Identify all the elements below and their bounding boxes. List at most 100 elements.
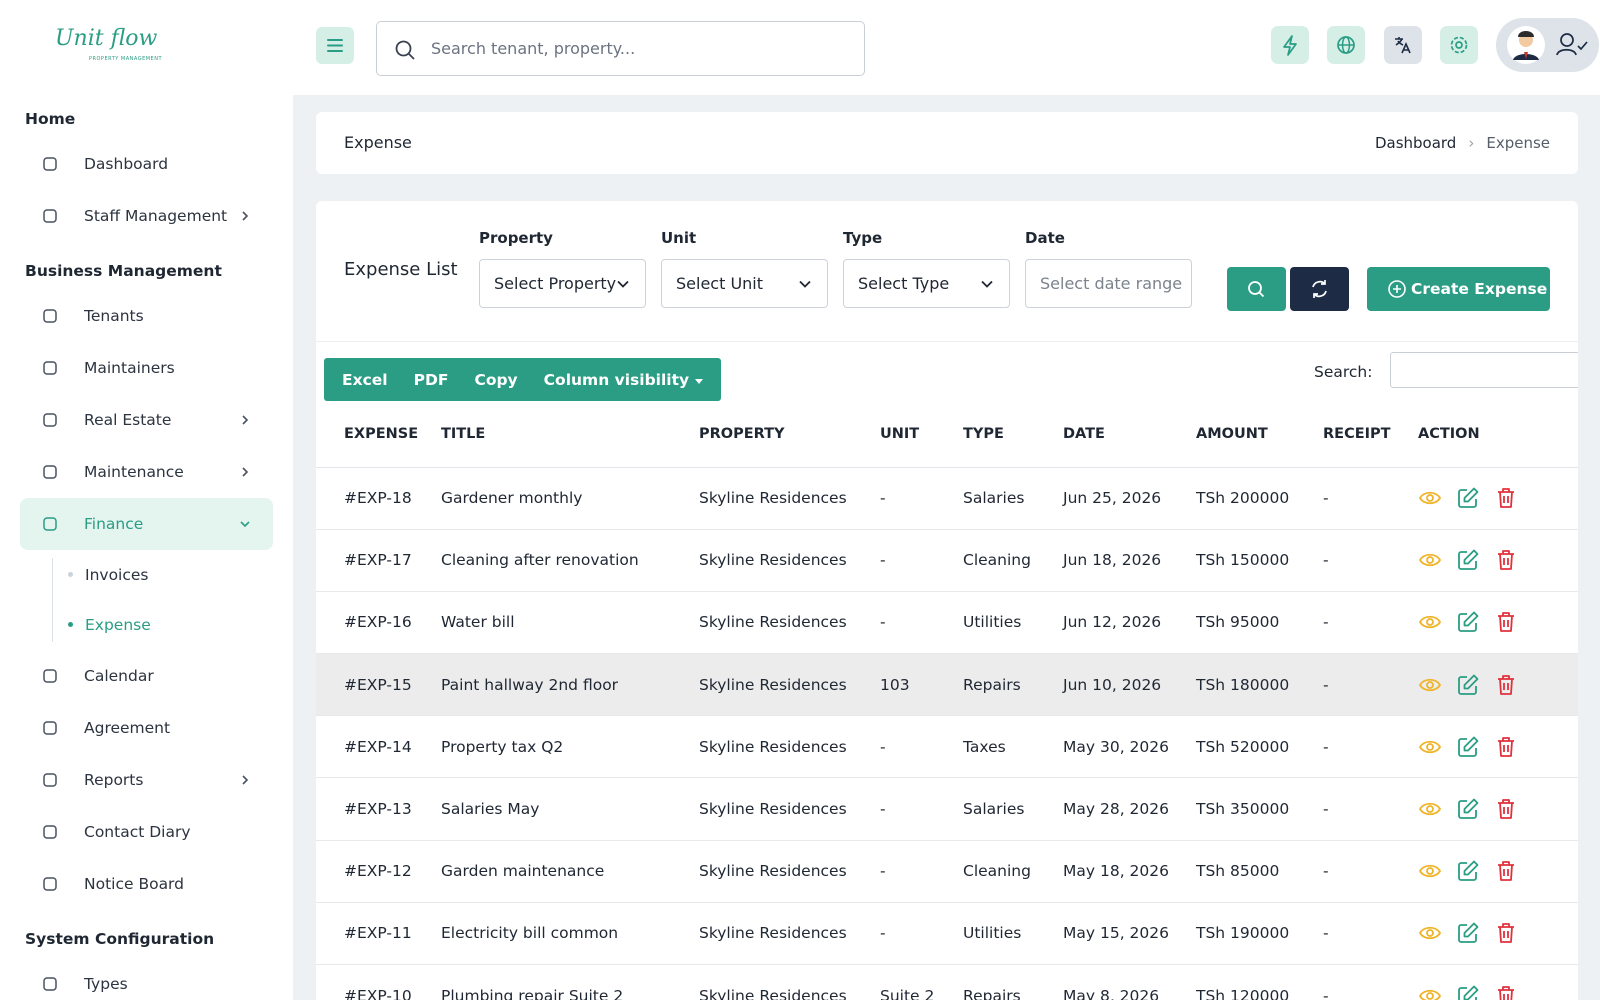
- nav-item-label: Real Estate: [84, 411, 172, 429]
- edit-icon[interactable]: [1456, 797, 1480, 821]
- nav-item[interactable]: Types: [20, 958, 273, 1000]
- view-icon[interactable]: [1418, 921, 1442, 945]
- view-icon[interactable]: [1418, 797, 1442, 821]
- column-header: RECEIPT: [1323, 401, 1418, 468]
- menu-toggle[interactable]: [316, 27, 354, 64]
- view-icon[interactable]: [1418, 735, 1442, 759]
- view-icon[interactable]: [1418, 673, 1442, 697]
- table-cell: Cleaning after renovation: [441, 529, 699, 592]
- row-actions: [1418, 467, 1578, 530]
- filter-select[interactable]: Select Unit: [661, 259, 828, 308]
- filter-select[interactable]: Select Type: [843, 259, 1010, 308]
- export-button[interactable]: PDF: [401, 371, 462, 389]
- delete-icon[interactable]: [1494, 673, 1518, 697]
- nav-item[interactable]: Calendar: [20, 650, 273, 702]
- filter-field: Date Select date range: [1025, 229, 1192, 308]
- table-cell: TSh 150000: [1196, 529, 1323, 592]
- table-cell: Salaries May: [441, 777, 699, 841]
- delete-icon[interactable]: [1494, 984, 1518, 1000]
- translate-button[interactable]: [1384, 26, 1422, 64]
- global-search[interactable]: Search tenant, property...: [376, 21, 865, 76]
- edit-icon[interactable]: [1456, 673, 1480, 697]
- nav-subitem[interactable]: Expense: [68, 600, 293, 650]
- nav-item[interactable]: Staff Management: [20, 190, 273, 242]
- table-cell: Taxes: [963, 715, 1063, 779]
- nav-item[interactable]: Finance: [20, 498, 273, 550]
- delete-icon[interactable]: [1494, 859, 1518, 883]
- nav-item-label: Maintainers: [84, 359, 175, 377]
- table-cell: Skyline Residences: [699, 777, 880, 841]
- edit-icon[interactable]: [1456, 859, 1480, 883]
- edit-icon[interactable]: [1456, 984, 1480, 1000]
- nav: Home Dashboard Staff Management Business Ma…: [0, 90, 293, 1000]
- view-icon[interactable]: [1418, 548, 1442, 572]
- nav-item[interactable]: Agreement: [20, 702, 273, 754]
- language-button[interactable]: [1327, 26, 1365, 64]
- nav-subitem-label: Invoices: [85, 566, 149, 584]
- delete-icon[interactable]: [1494, 921, 1518, 945]
- delete-icon[interactable]: [1494, 548, 1518, 572]
- filter-select[interactable]: Select Property: [479, 259, 646, 308]
- edit-icon[interactable]: [1456, 486, 1480, 510]
- table-cell: #EXP-12: [316, 840, 441, 903]
- nav-subitem[interactable]: Invoices: [68, 550, 293, 600]
- view-icon[interactable]: [1418, 610, 1442, 634]
- user-menu[interactable]: [1496, 18, 1599, 72]
- table-cell: Paint hallway 2nd floor: [441, 653, 699, 717]
- search-button[interactable]: [1227, 267, 1286, 311]
- filter-placeholder: Select Property: [494, 274, 617, 293]
- nav-item[interactable]: Reports: [20, 754, 273, 806]
- quick-action-button[interactable]: [1271, 26, 1309, 64]
- row-actions: [1418, 591, 1578, 655]
- table-cell: -: [1323, 653, 1418, 717]
- table-row: #EXP-11 Electricity bill common Skyline Re…: [316, 902, 1578, 966]
- nav-item-label: Staff Management: [84, 207, 228, 225]
- delete-icon[interactable]: [1494, 486, 1518, 510]
- breadcrumb-link[interactable]: Dashboard: [1374, 134, 1457, 152]
- export-button[interactable]: Copy: [461, 371, 530, 389]
- row-actions: [1418, 777, 1578, 841]
- table-cell: #EXP-10: [316, 964, 441, 1000]
- edit-icon[interactable]: [1456, 610, 1480, 634]
- create-expense-button[interactable]: Create Expense: [1367, 267, 1550, 311]
- table-cell: May 15, 2026: [1063, 902, 1196, 966]
- delete-icon[interactable]: [1494, 610, 1518, 634]
- nav-item[interactable]: Notice Board: [20, 858, 273, 910]
- nav-item[interactable]: Contact Diary: [20, 806, 273, 858]
- table-cell: TSh 120000: [1196, 964, 1323, 1000]
- nav-item[interactable]: Real Estate: [20, 394, 273, 446]
- edit-icon[interactable]: [1456, 548, 1480, 572]
- settings-button[interactable]: [1440, 26, 1478, 64]
- export-button[interactable]: Excel: [329, 371, 401, 389]
- column-header: ACTION: [1418, 401, 1578, 468]
- nav-item[interactable]: Maintainers: [20, 342, 273, 394]
- row-actions: [1418, 529, 1578, 592]
- column-header: TITLE: [441, 401, 699, 468]
- edit-icon[interactable]: [1456, 921, 1480, 945]
- nav-item[interactable]: Dashboard: [20, 138, 273, 190]
- delete-icon[interactable]: [1494, 735, 1518, 759]
- nav-item-label: Dashboard: [84, 155, 169, 173]
- delete-icon[interactable]: [1494, 797, 1518, 821]
- create-expense-label: Create Expense: [1411, 280, 1548, 298]
- view-icon[interactable]: [1418, 984, 1442, 1000]
- view-icon[interactable]: [1418, 859, 1442, 883]
- table-cell: -: [880, 591, 963, 655]
- nav-item[interactable]: Tenants: [20, 290, 273, 342]
- table-cell: Repairs: [963, 653, 1063, 717]
- table-cell: Skyline Residences: [699, 840, 880, 903]
- logo-tagline: PROPERTY MANAGEMENT: [89, 56, 163, 62]
- logo[interactable]: Unit flow PROPERTY MANAGEMENT: [55, 20, 175, 70]
- nav-item[interactable]: Maintenance: [20, 446, 273, 498]
- view-icon[interactable]: [1418, 486, 1442, 510]
- table-search-input[interactable]: [1390, 352, 1578, 388]
- table-cell: Jun 10, 2026: [1063, 653, 1196, 717]
- table-cell: TSh 95000: [1196, 591, 1323, 655]
- table-cell: -: [1323, 840, 1418, 903]
- reset-button[interactable]: [1290, 267, 1349, 311]
- export-button[interactable]: Column visibility: [531, 371, 716, 389]
- edit-icon[interactable]: [1456, 735, 1480, 759]
- export-button-label: Copy: [474, 370, 518, 389]
- list-title: Expense List: [344, 259, 458, 280]
- filter-select[interactable]: Select date range: [1025, 259, 1192, 308]
